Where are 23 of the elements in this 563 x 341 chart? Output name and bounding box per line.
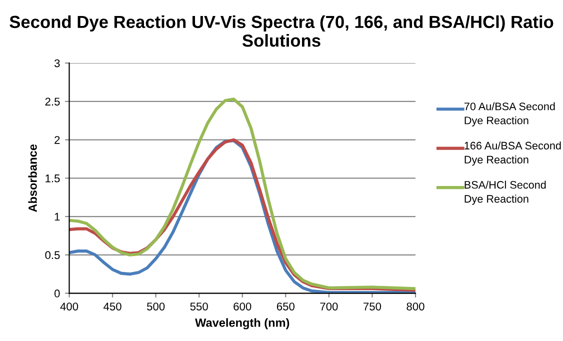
x-tick-label: 500	[146, 302, 165, 310]
x-tick-label: 400	[60, 302, 78, 310]
y-tick-label: 1.5	[46, 174, 60, 182]
x-axis-title: Wavelength (nm)	[195, 318, 290, 330]
y-tick-label: 0.5	[45, 251, 60, 260]
x-tick-label: 600	[234, 302, 252, 310]
y-axis-title: Absorbance	[28, 144, 37, 212]
legend-label: BSA/HCl Second Dye Reaction	[464, 180, 546, 205]
legend-label: 70 Au/BSA Second Dye Reaction	[464, 102, 555, 126]
x-tick-label: 650	[276, 302, 294, 310]
y-tick-label: 0	[54, 290, 60, 298]
y-tick-label: 3	[54, 59, 60, 68]
legend-label: 166 Au/BSA Second Dye Reaction	[464, 142, 561, 166]
y-tick-label: 1	[54, 212, 60, 221]
x-tick-label: 550	[190, 302, 208, 310]
x-tick-label: 450	[104, 302, 122, 310]
line-series	[69, 98, 416, 290]
x-tick-label: 700	[320, 302, 338, 310]
x-tick-label: 800	[406, 302, 424, 310]
y-tick-label: 2	[54, 136, 60, 144]
y-tick-label: 2.5	[45, 98, 60, 106]
x-tick-label: 750	[364, 302, 382, 310]
chart-title: Second Dye Reaction UV-Vis Spectra (70, 166, and BSA/HCl) Ratio Solutions	[10, 15, 554, 47]
